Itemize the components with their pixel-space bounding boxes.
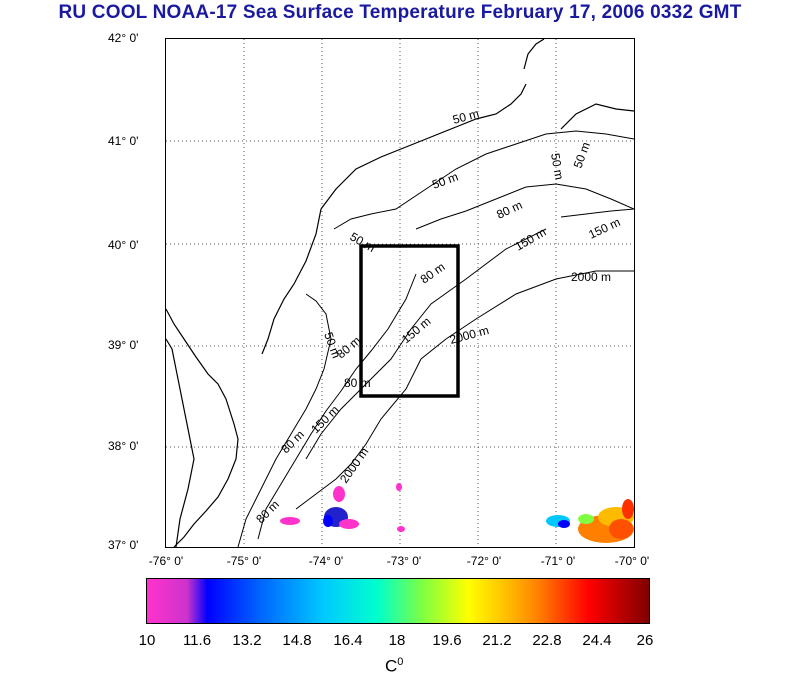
sst-patches [280, 483, 634, 543]
label-150m-a: 150 m [513, 225, 549, 254]
contour-50m [237, 130, 634, 547]
lat-label-42: 42° 0' [108, 31, 139, 45]
lat-label-41: 41° 0' [108, 134, 139, 148]
colorbar-tick-10: 10 [138, 632, 156, 649]
label-2000m-a: 2000 m [571, 270, 611, 284]
colorbar-tick-24-4: 24.4 [582, 632, 612, 649]
contour-labels: 50 m 50 m 50 m 50 m 50 m 50 m 80 m 80 m … [253, 106, 622, 526]
lon-label-70: -70° 0' [614, 554, 650, 568]
study-area-box [359, 244, 460, 398]
label-80m-b: 80 m [418, 260, 448, 287]
lon-label-74: -74° 0' [308, 554, 344, 568]
label-80m-f: 80 m [253, 497, 282, 526]
lat-label-37: 37° 0' [108, 538, 139, 552]
label-50m-a: 50 m [430, 170, 460, 192]
label-80m-e: 80 m [278, 427, 307, 456]
colorbar-tick-13-2: 13.2 [232, 632, 262, 649]
colorbar-tick-21-2: 21.2 [482, 632, 512, 649]
contour-80m [257, 183, 634, 540]
lon-label-71: -71° 0' [540, 554, 576, 568]
label-80m-c: 80 m [334, 333, 363, 361]
lat-label-40: 40° 0' [108, 238, 139, 252]
label-150m-b: 150 m [399, 314, 434, 346]
map-canvas: 50 m 50 m 50 m 50 m 50 m 50 m 80 m 80 m … [166, 39, 634, 547]
colorbar [146, 578, 650, 624]
colorbar-tick-14-8: 14.8 [282, 632, 312, 649]
lon-label-72: -72° 0' [466, 554, 502, 568]
colorbar-tick-16-4: 16.4 [333, 632, 363, 649]
sst-map[interactable]: 50 m 50 m 50 m 50 m 50 m 50 m 80 m 80 m … [165, 38, 635, 548]
colorbar-unit: C0 [385, 656, 403, 677]
colorbar-unit-text: C [385, 656, 398, 676]
label-2000m-c: 2000 m [337, 445, 371, 486]
label-50m-d: 50 m [451, 106, 480, 126]
contour-150m [305, 208, 634, 460]
lon-label-76: -76° 0' [148, 554, 184, 568]
graticule [166, 39, 634, 547]
label-150m-c: 150 m [308, 403, 341, 436]
label-50m-c: 50 m [548, 152, 566, 181]
label-80m-a: 80 m [494, 198, 524, 222]
label-50m-b: 50 m [571, 140, 593, 170]
lon-label-73: -73° 0' [386, 554, 422, 568]
label-80m-d: 80 m [344, 376, 371, 390]
coastline [166, 39, 634, 547]
lat-label-39: 39° 0' [108, 338, 139, 352]
colorbar-tick-22-8: 22.8 [532, 632, 562, 649]
map-title: RU COOL NOAA-17 Sea Surface Temperature … [58, 2, 742, 23]
colorbar-unit-sup: 0 [397, 656, 404, 668]
lon-label-75: -75° 0' [226, 554, 262, 568]
contour-2000m [295, 270, 634, 510]
colorbar-tick-18: 18 [388, 632, 406, 649]
colorbar-tick-19-6: 19.6 [432, 632, 462, 649]
colorbar-tick-11-6: 11.6 [182, 632, 212, 649]
label-2000m-b: 2000 m [448, 323, 490, 347]
label-150m-d: 150 m [586, 215, 622, 242]
colorbar-tick-26: 26 [636, 632, 654, 649]
lat-label-38: 38° 0' [108, 439, 139, 453]
